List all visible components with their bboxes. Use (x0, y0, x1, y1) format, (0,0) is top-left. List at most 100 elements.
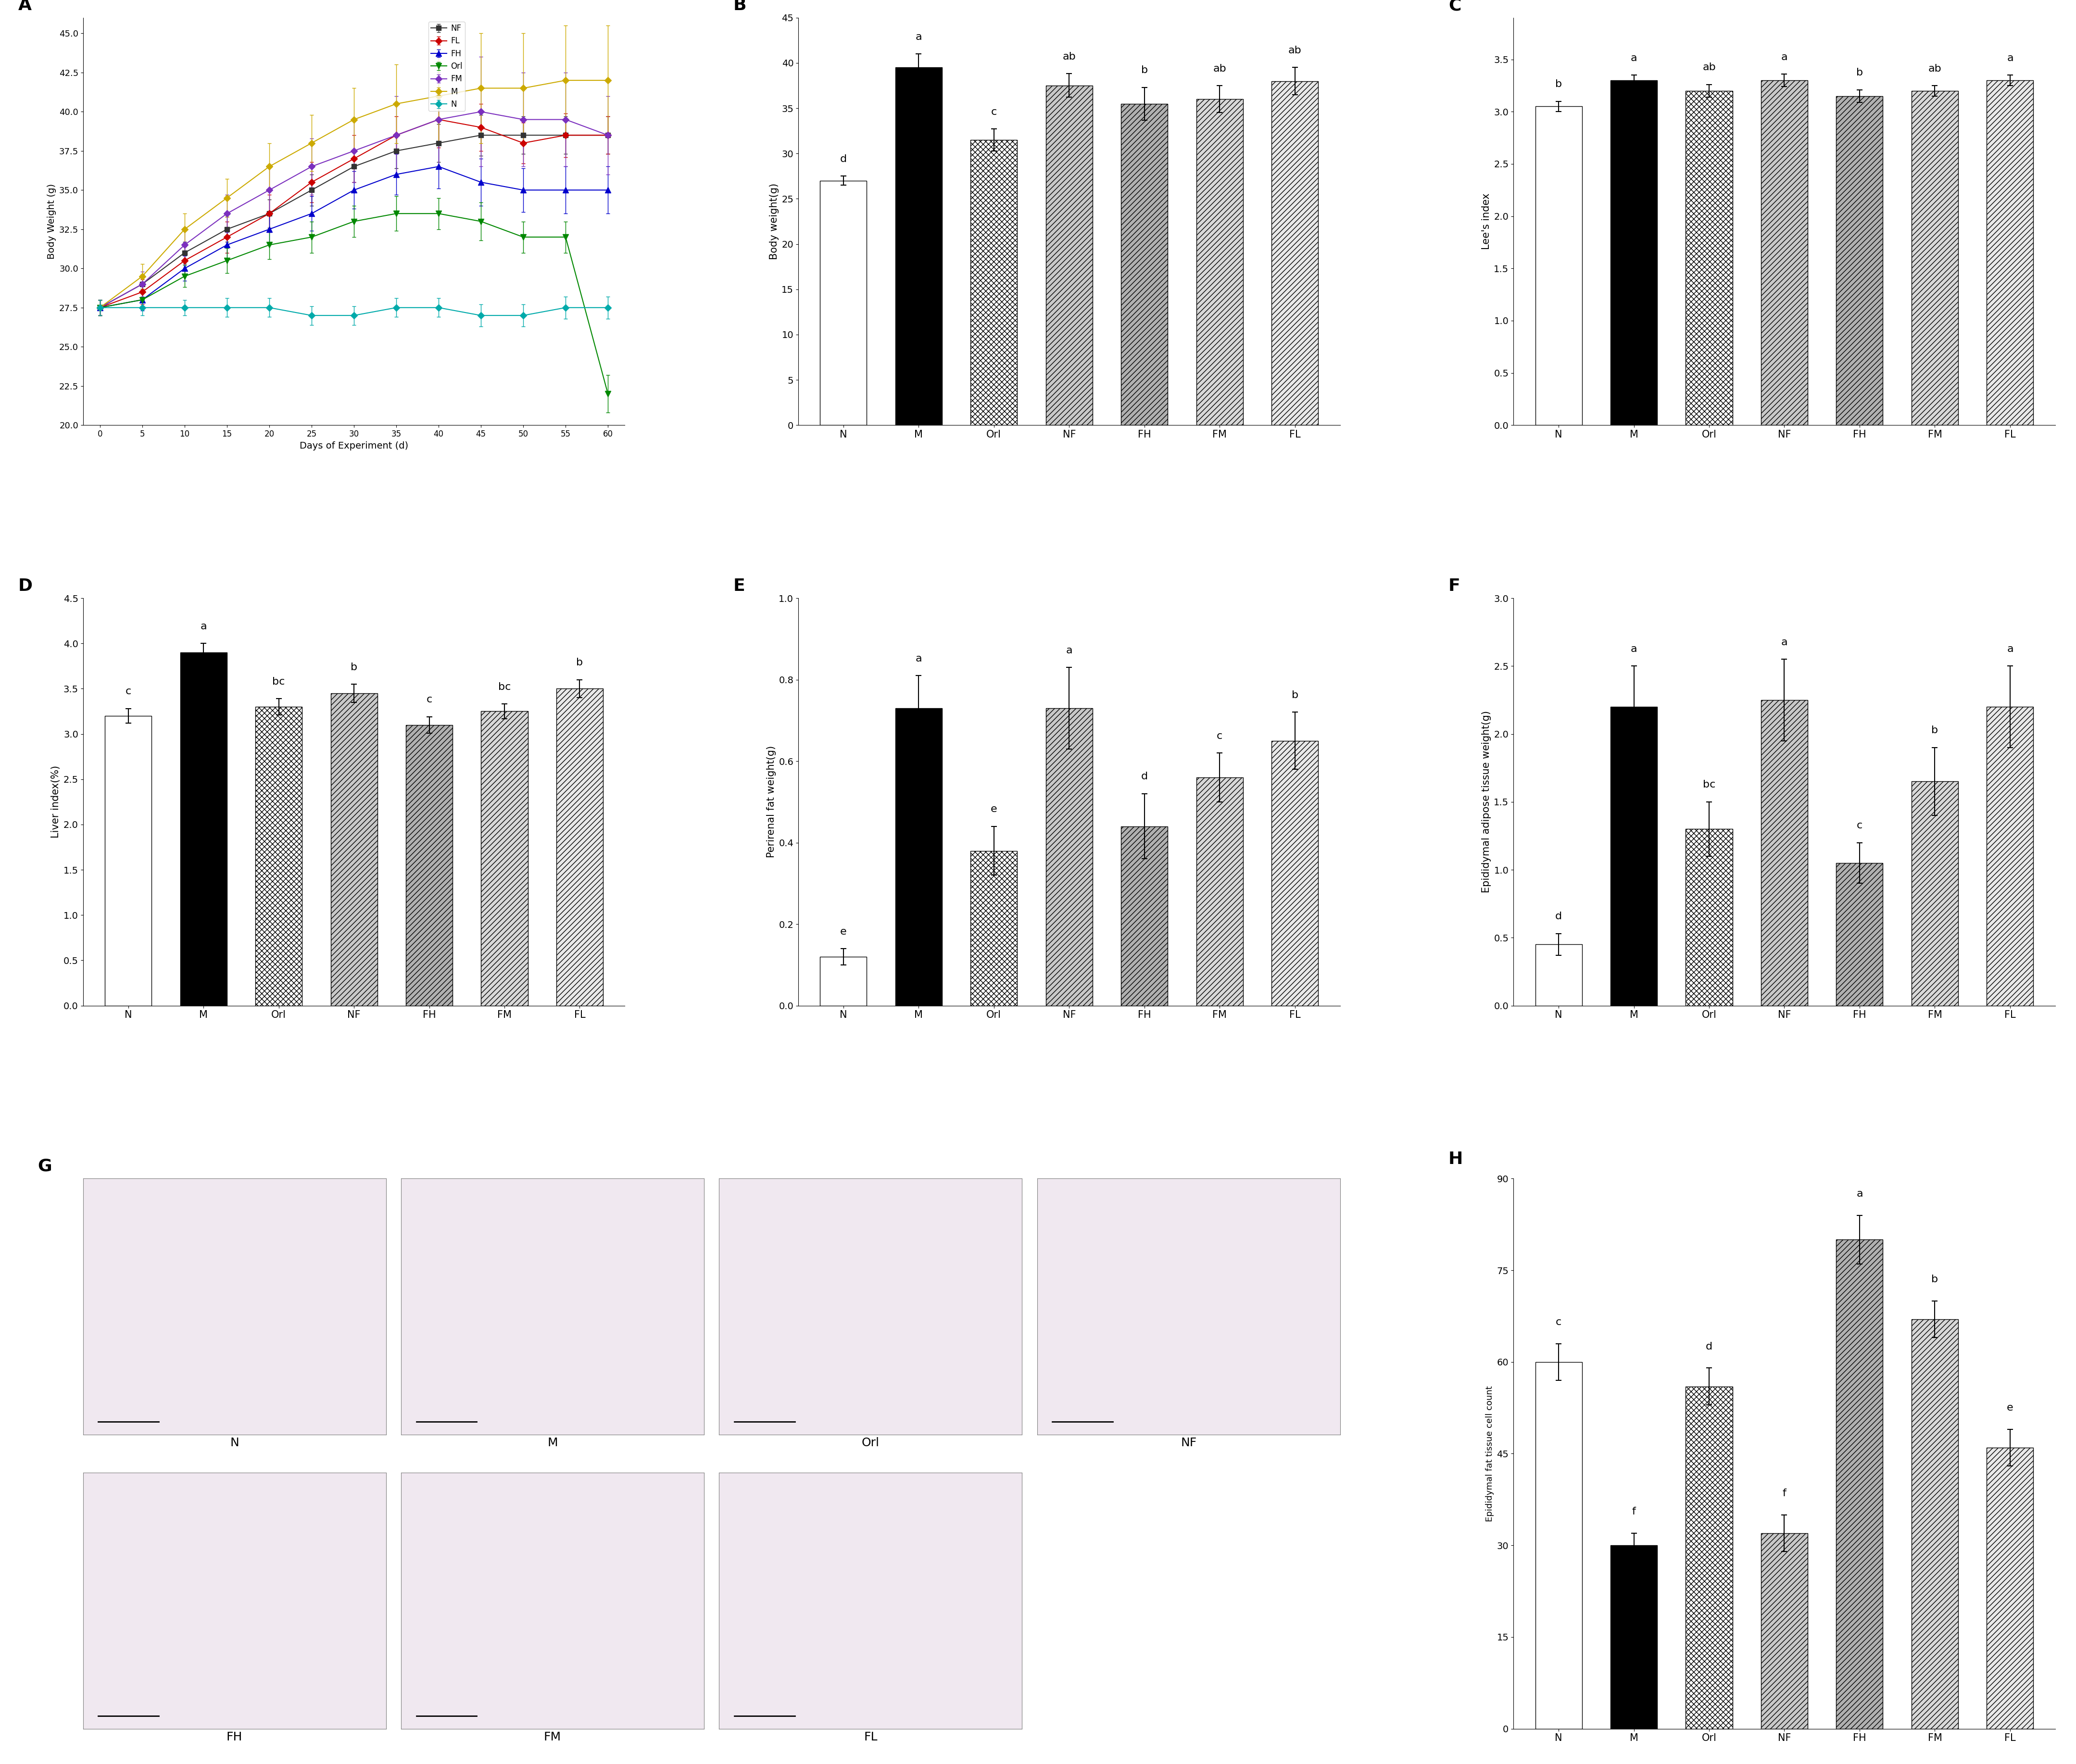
Bar (1912, 90, 1958, 425)
Bar (255, 707, 301, 1005)
Text: b: b (1856, 67, 1862, 78)
X-axis label: Days of Experiment (d): Days of Experiment (d) (299, 441, 409, 450)
Bar (1686, 829, 1731, 1005)
Bar (1611, 1545, 1657, 1729)
Bar (1536, 1362, 1582, 1729)
Bar (482, 711, 527, 1005)
Bar (1987, 1448, 2032, 1729)
Text: ab: ab (1212, 64, 1227, 74)
Bar (1536, 944, 1582, 1005)
Bar (972, 850, 1017, 1005)
Bar (106, 716, 152, 1005)
Bar (330, 693, 378, 1005)
Text: e: e (841, 926, 847, 937)
Bar (1837, 1240, 1883, 1729)
Text: a: a (916, 32, 922, 42)
Text: a: a (2007, 53, 2014, 64)
Text: bc: bc (272, 677, 284, 686)
Text: ab: ab (1063, 51, 1075, 62)
Text: b: b (1142, 65, 1148, 76)
Text: b: b (1555, 79, 1561, 88)
Text: a: a (1630, 53, 1638, 64)
Bar (1273, 741, 1318, 1005)
Text: b: b (577, 658, 583, 667)
Text: a: a (1856, 1189, 1862, 1200)
Text: ab: ab (1929, 64, 1941, 74)
Text: bc: bc (1702, 780, 1715, 790)
Text: F: F (1449, 579, 1459, 594)
Y-axis label: Epididymal fat tissue cell count: Epididymal fat tissue cell count (1486, 1387, 1495, 1522)
Text: b: b (1291, 690, 1298, 700)
Bar (1046, 86, 1092, 425)
Text: a: a (1065, 646, 1073, 654)
Bar (1912, 781, 1958, 1005)
Bar (181, 653, 226, 1005)
Bar (1611, 707, 1657, 1005)
X-axis label: N: N (230, 1438, 239, 1448)
Bar (1760, 1533, 1808, 1729)
Y-axis label: Epididymal adipose tissue weight(g): Epididymal adipose tissue weight(g) (1482, 711, 1491, 893)
Text: d: d (1555, 912, 1561, 921)
Bar (556, 688, 602, 1005)
Bar (1273, 81, 1318, 425)
Text: H: H (1449, 1152, 1464, 1168)
X-axis label: FH: FH (226, 1732, 243, 1743)
Bar (1760, 81, 1808, 425)
Text: c: c (1555, 1318, 1561, 1327)
Text: A: A (19, 0, 31, 14)
Text: e: e (990, 804, 996, 815)
X-axis label: M: M (548, 1438, 558, 1448)
Text: e: e (2007, 1402, 2014, 1413)
Bar (1611, 81, 1657, 425)
Bar (1912, 1319, 1958, 1729)
Y-axis label: Lee's index: Lee's index (1482, 194, 1491, 250)
Bar (1046, 707, 1092, 1005)
X-axis label: FL: FL (864, 1732, 878, 1743)
Text: f: f (1783, 1489, 1785, 1498)
Y-axis label: Body weight(g): Body weight(g) (770, 183, 778, 259)
Text: a: a (916, 654, 922, 663)
Text: ab: ab (1289, 46, 1302, 55)
Text: a: a (1781, 637, 1787, 647)
Text: D: D (19, 579, 33, 594)
Text: b: b (351, 662, 357, 672)
Bar (407, 725, 453, 1005)
Bar (972, 139, 1017, 425)
Bar (1760, 700, 1808, 1005)
Bar (1196, 778, 1244, 1005)
Text: bc: bc (498, 683, 511, 691)
Bar (1536, 106, 1582, 425)
Text: b: b (1931, 1275, 1939, 1284)
Text: c: c (1856, 820, 1862, 831)
Bar (1837, 863, 1883, 1005)
Bar (1686, 90, 1731, 425)
Bar (1686, 1387, 1731, 1729)
Text: f: f (1632, 1506, 1636, 1517)
Text: c: c (990, 108, 996, 116)
Text: B: B (733, 0, 747, 14)
Text: d: d (1142, 773, 1148, 781)
Text: a: a (1781, 53, 1787, 62)
X-axis label: Orl: Orl (862, 1438, 880, 1448)
Text: c: c (125, 686, 131, 697)
Text: G: G (37, 1159, 52, 1175)
Text: C: C (1449, 0, 1462, 14)
Text: a: a (2007, 644, 2014, 654)
Text: ab: ab (1702, 64, 1715, 72)
Text: c: c (426, 695, 432, 704)
Bar (895, 67, 943, 425)
Bar (1987, 81, 2032, 425)
Y-axis label: Body Weight (g): Body Weight (g) (48, 183, 56, 259)
Text: E: E (733, 579, 745, 594)
Bar (1121, 104, 1167, 425)
Y-axis label: Liver index(%): Liver index(%) (52, 766, 60, 838)
Text: b: b (1931, 725, 1939, 736)
Bar (820, 180, 866, 425)
Bar (1196, 99, 1244, 425)
Bar (820, 956, 866, 1005)
Bar (1837, 95, 1883, 425)
Text: a: a (199, 621, 208, 632)
X-axis label: NF: NF (1181, 1438, 1196, 1448)
Text: c: c (1217, 730, 1223, 741)
Bar (1121, 826, 1167, 1005)
